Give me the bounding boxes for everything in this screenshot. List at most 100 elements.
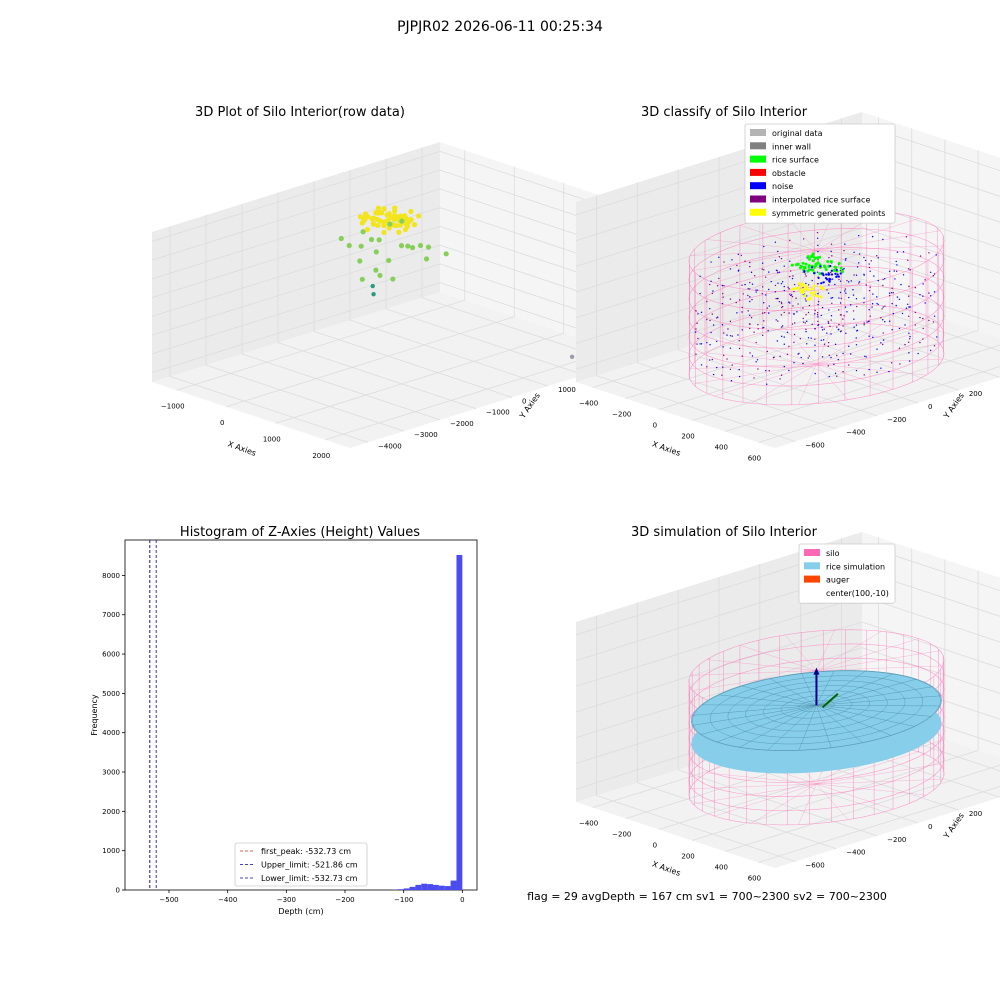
p2-surface-point xyxy=(706,300,708,303)
p4-xtick-label: 200 xyxy=(681,853,694,861)
p2-surface-point xyxy=(802,317,804,320)
p2-surface-point xyxy=(833,363,835,366)
p2-surface-point xyxy=(696,343,698,345)
p2-surface-point xyxy=(710,280,712,282)
p2-surface-point xyxy=(817,324,819,327)
p2-surface-point xyxy=(852,310,855,312)
p1-xgrid xyxy=(275,183,565,424)
p1-point-green xyxy=(376,237,382,243)
p4-rice-mesh-radial xyxy=(741,685,817,706)
p2-surface-point xyxy=(741,355,743,357)
p2-surface-point xyxy=(775,319,777,321)
p2-symmetric-point xyxy=(805,285,809,289)
p2-surface-point xyxy=(828,256,830,259)
p2-ylabel: Y Axies xyxy=(941,391,966,421)
p2-surface-point xyxy=(928,292,930,294)
panel-simulation-3d: 3D simulation of Silo Interior −400 −200 0… xyxy=(575,525,1000,883)
p2-surface-point xyxy=(744,283,746,286)
p2-surface-point xyxy=(882,278,884,281)
p2-silo-radial xyxy=(692,250,817,271)
p2-surface-point xyxy=(917,352,919,355)
p2-surface-point xyxy=(882,284,884,287)
p3-ytick-label: 6000 xyxy=(102,651,120,659)
p1-point-yellow xyxy=(397,222,403,228)
p2-surface-point xyxy=(850,304,852,306)
p2-xtick-label: 400 xyxy=(715,444,728,452)
p2-surface-point xyxy=(749,314,751,316)
p2-surface-point xyxy=(863,302,865,304)
p2-noise-point xyxy=(835,275,838,278)
p2-surface-point xyxy=(738,375,741,378)
p2-surface-point xyxy=(908,352,910,354)
p2-surface-point xyxy=(891,329,893,331)
p2-surface-point xyxy=(747,310,749,312)
p2-surface-point xyxy=(798,352,800,355)
p2-surface-point xyxy=(871,235,874,238)
p2-surface-point xyxy=(816,312,819,314)
p2-surface-point xyxy=(765,369,767,372)
p2-surface-point xyxy=(905,307,908,309)
p2-surface-point xyxy=(868,266,871,269)
p2-surface-point xyxy=(869,270,871,272)
p2-rice-surface-point xyxy=(811,252,815,256)
p2-surface-point xyxy=(914,311,917,314)
p2-surface-point xyxy=(750,271,753,274)
p2-surface-point xyxy=(891,287,893,289)
p1-outlier-point xyxy=(569,354,575,360)
p1-point-green xyxy=(417,242,424,249)
p2-surface-point xyxy=(868,263,870,265)
p1-point-yellow xyxy=(408,208,414,215)
p2-surface-point xyxy=(750,317,753,319)
p2-surface-point xyxy=(788,288,790,290)
p2-silo-radial xyxy=(816,363,894,390)
p3-ytick-label: 0 xyxy=(116,887,120,895)
p2-surface-point xyxy=(843,267,845,270)
p2-surface-point xyxy=(853,318,855,320)
p2-surface-point xyxy=(858,253,861,255)
p2-surface-point xyxy=(902,274,905,276)
p2-surface-point xyxy=(814,372,816,375)
p1-ygrid xyxy=(349,170,549,387)
p2-noise-point xyxy=(834,272,837,275)
p2-surface-point xyxy=(763,269,765,271)
p2-surface-point xyxy=(729,335,732,337)
p2-noise-point xyxy=(819,265,822,268)
p1-point-yellow xyxy=(381,229,387,236)
p2-surface-point xyxy=(775,297,777,300)
p1-point-green xyxy=(373,249,379,255)
p2-surface-point xyxy=(749,265,751,268)
p1-point-green xyxy=(423,256,430,262)
p2-surface-point xyxy=(868,335,870,337)
p1-zgrid xyxy=(151,169,639,261)
p2-surface-point xyxy=(842,371,844,373)
p2-rice-surface-point xyxy=(818,255,822,259)
p2-surface-point xyxy=(884,305,886,307)
p2-surface-point xyxy=(855,274,858,276)
p2-surface-point xyxy=(827,322,830,324)
p2-surface-point xyxy=(893,270,895,272)
p3-plot-area xyxy=(124,539,478,891)
p2-surface-point xyxy=(775,269,778,272)
p2-rice-surface-point xyxy=(822,264,826,268)
p3-hist-bar xyxy=(403,888,410,890)
p2-surface-point xyxy=(844,290,846,292)
p2-surface-point xyxy=(767,330,769,332)
p2-surface-point xyxy=(722,296,724,298)
p2-surface-point xyxy=(924,302,926,304)
p3-xtick-label: −300 xyxy=(277,896,296,904)
p2-surface-point xyxy=(845,332,847,335)
p2-surface-point xyxy=(749,352,751,354)
p2-surface-point xyxy=(773,356,775,358)
p2-surface-point xyxy=(763,320,765,322)
p2-zgrid xyxy=(575,278,1000,370)
p1-ygrid xyxy=(241,203,441,421)
p4-ytick-label: 200 xyxy=(969,810,982,818)
p4-ytick-label: −200 xyxy=(887,836,906,844)
p2-surface-point xyxy=(868,368,870,371)
p4-rice-mesh-radial xyxy=(816,678,917,706)
p2-surface-point xyxy=(793,283,796,286)
p2-surface-point xyxy=(890,362,893,364)
p2-silo-radial xyxy=(816,358,943,365)
p1-point-yellow xyxy=(402,213,408,219)
p2-surface-point xyxy=(700,311,703,313)
